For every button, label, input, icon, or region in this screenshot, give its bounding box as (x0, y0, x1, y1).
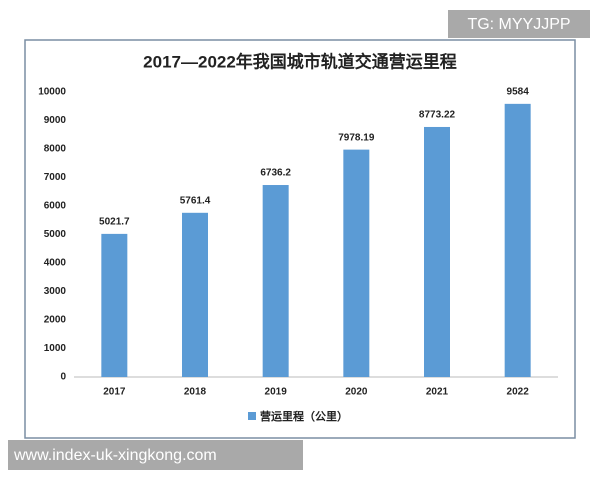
y-tick-label: 8000 (44, 144, 67, 155)
data-label: 6736.2 (260, 168, 291, 179)
x-tick-label: 2020 (345, 387, 368, 398)
data-label: 5021.7 (99, 217, 130, 228)
x-tick-label: 2018 (184, 387, 207, 398)
y-tick-label: 10000 (38, 87, 66, 98)
y-tick-label: 6000 (44, 201, 67, 212)
bar (424, 126, 450, 377)
y-tick-label: 9000 (44, 115, 67, 126)
x-tick-label: 2017 (103, 387, 126, 398)
data-label: 9584 (507, 86, 530, 97)
legend-label: 营运里程（公里） (260, 409, 348, 423)
bar (504, 103, 531, 377)
y-tick-label: 2000 (44, 315, 67, 326)
x-tick-label: 2019 (265, 387, 288, 398)
bar (343, 149, 370, 377)
bar (262, 185, 289, 377)
x-tick-label: 2022 (507, 387, 530, 398)
y-tick-label: 4000 (44, 258, 67, 269)
data-label: 7978.19 (338, 132, 375, 143)
overlay-box (8, 440, 303, 470)
overlay-box (448, 10, 590, 38)
overlay-text: www.index-uk-xingkong.com (13, 447, 217, 464)
bar (182, 212, 208, 377)
overlay-text: TG: MYYJJPP (467, 16, 570, 33)
y-tick-label: 7000 (44, 172, 67, 183)
chart-title: 2017—2022年我国城市轨道交通营运里程 (143, 51, 457, 71)
y-tick-label: 5000 (44, 229, 67, 240)
y-tick-label: 1000 (44, 343, 67, 354)
bar (101, 233, 128, 377)
y-tick-label: 3000 (44, 286, 67, 297)
y-tick-label: 0 (60, 372, 66, 383)
legend-swatch (248, 412, 256, 420)
data-label: 5761.4 (180, 195, 211, 206)
x-tick-label: 2021 (426, 387, 449, 398)
data-label: 8773.22 (419, 110, 456, 121)
